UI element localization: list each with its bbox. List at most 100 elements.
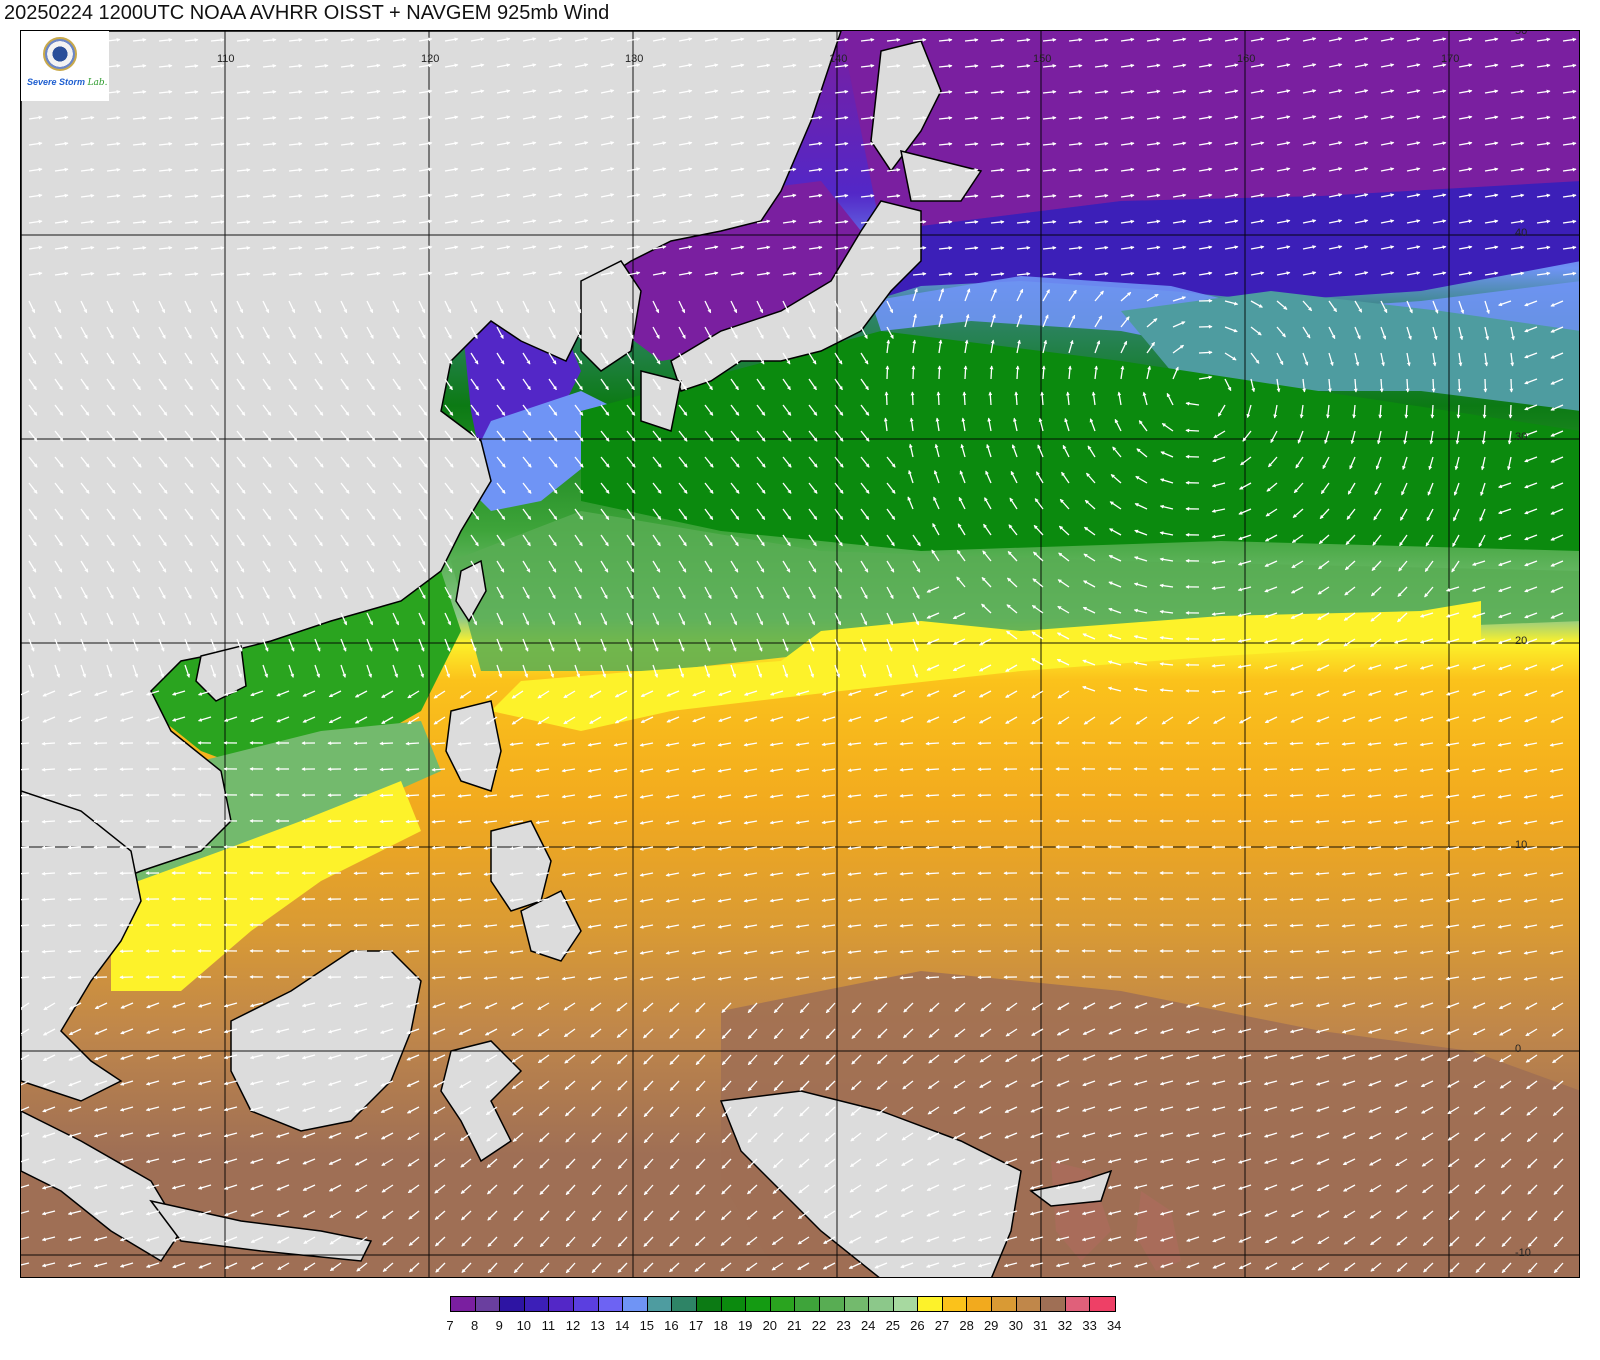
wind-arrow [262, 116, 277, 120]
wind-arrow [808, 63, 823, 68]
wind-arrow [1328, 63, 1343, 68]
wind-arrow [678, 37, 693, 42]
wind-arrow [288, 168, 303, 172]
wind-arrow [964, 116, 979, 120]
wind-arrow [574, 63, 589, 68]
wind-arrow [366, 63, 381, 68]
wind-arrow [1536, 141, 1551, 146]
wind-arrow [1016, 64, 1031, 68]
wind-arrow [600, 115, 615, 120]
wind-arrow [1302, 167, 1317, 172]
wind-arrow [67, 793, 82, 798]
wind-arrow [704, 115, 719, 120]
wind-arrow [548, 167, 563, 172]
wind-arrow [834, 63, 849, 68]
wind-arrow [1172, 141, 1187, 146]
wind-arrow [1146, 63, 1161, 68]
wind-arrow [1250, 167, 1265, 172]
wind-arrow [1042, 90, 1057, 94]
wind-arrow [1405, 378, 1410, 393]
wind-arrow [444, 115, 459, 120]
wind-arrow [1562, 37, 1577, 42]
sst-wind-map[interactable]: Severe Storm Lab. 110 120 130 140 150 160 170 5… [20, 30, 1580, 1278]
wind-arrow [964, 142, 979, 146]
wind-arrow [1146, 141, 1161, 146]
wind-arrow [496, 167, 511, 172]
wind-arrow [574, 141, 589, 146]
wind-arrow [67, 949, 82, 954]
wind-arrow [1172, 167, 1187, 172]
colorbar-tick-label: 25 [885, 1318, 901, 1333]
wind-arrow [314, 89, 329, 94]
wind-arrow [1016, 220, 1031, 224]
wind-arrow [418, 37, 433, 42]
wind-arrow [938, 64, 953, 68]
wind-arrow [418, 89, 433, 94]
colorbar-tick-label: 22 [811, 1318, 827, 1333]
wind-arrow [886, 168, 901, 172]
wind-arrow [1263, 819, 1278, 824]
wind-arrow [548, 219, 563, 224]
wind-arrow [1276, 115, 1291, 120]
wind-arrow [860, 219, 875, 224]
wind-arrow [314, 219, 329, 224]
wind-arrow [236, 168, 251, 172]
wind-arrow [1263, 767, 1278, 772]
wind-arrow [184, 220, 199, 224]
wind-arrow [912, 38, 927, 42]
colorbar-tick-label: 29 [983, 1318, 999, 1333]
wind-arrow [626, 219, 641, 224]
wind-arrow [574, 37, 589, 42]
wind-arrow [522, 141, 537, 146]
colorbar-tick-label: 20 [762, 1318, 778, 1333]
wind-arrow [1484, 193, 1499, 198]
wind-arrow [652, 89, 667, 94]
wind-arrow [886, 194, 901, 198]
wind-arrow [951, 845, 966, 850]
wind-arrow [911, 365, 916, 380]
wind-arrow [418, 219, 433, 224]
wind-arrow [988, 391, 993, 406]
wind-arrow [1276, 63, 1291, 68]
wind-arrow [938, 194, 953, 198]
wind-arrow [1380, 167, 1395, 172]
wind-arrow [1379, 378, 1384, 393]
wind-arrow [41, 975, 56, 980]
wind-arrow [1328, 193, 1343, 198]
wind-arrow [379, 845, 394, 850]
wind-arrow [1250, 193, 1265, 198]
wind-arrow [730, 89, 745, 94]
wind-arrow [41, 767, 56, 772]
wind-arrow [925, 741, 940, 746]
wind-arrow [470, 37, 485, 42]
wind-arrow [756, 167, 771, 172]
wind-arrow [548, 89, 563, 94]
wind-arrow [1198, 141, 1213, 146]
wind-arrow [522, 115, 537, 120]
logo-text-lab: Lab. [87, 78, 108, 88]
colorbar-tick-label: 8 [470, 1318, 479, 1333]
wind-arrow [912, 220, 927, 224]
wind-arrow [1263, 845, 1278, 850]
wind-arrow [1458, 37, 1473, 42]
wind-arrow [962, 391, 967, 406]
wind-arrow [236, 220, 251, 224]
wind-arrow [756, 141, 771, 146]
lat-tick-label: 0 [1515, 1043, 1522, 1055]
wind-arrow [834, 141, 849, 146]
wind-arrow [340, 115, 355, 120]
wind-arrow [1198, 63, 1213, 68]
wind-arrow [379, 767, 394, 772]
wind-arrow [262, 194, 277, 198]
wind-arrow [132, 38, 147, 42]
wind-arrow [1354, 141, 1369, 146]
wind-arrow [782, 37, 797, 42]
wind-arrow [1509, 378, 1514, 393]
wind-arrow [548, 141, 563, 146]
wind-arrow [626, 37, 641, 42]
wind-arrow [1068, 219, 1083, 224]
wind-arrow [54, 115, 69, 120]
wind-arrow [418, 167, 433, 172]
colorbar-swatch [918, 1297, 943, 1311]
colorbar-swatch [500, 1297, 525, 1311]
